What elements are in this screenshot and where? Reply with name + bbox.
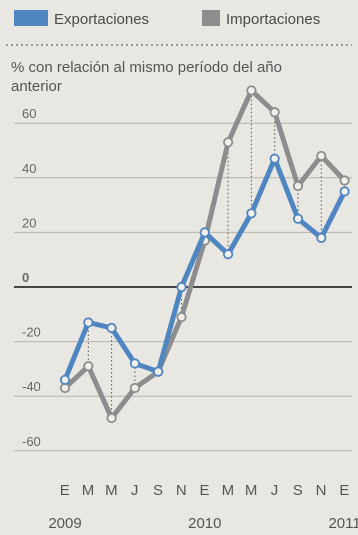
y-tick-label: 20 (22, 215, 36, 230)
x-tick-label: S (153, 482, 164, 499)
x-tick-label: M (245, 482, 258, 499)
point-exportaciones (316, 232, 327, 243)
y-tick-label: 0 (22, 270, 29, 285)
x-tick-label: M (82, 482, 95, 499)
point-importaciones (223, 137, 234, 148)
point-exportaciones (83, 317, 94, 328)
point-exportaciones (339, 186, 350, 197)
point-exportaciones (106, 322, 117, 334)
x-tick-label: N (316, 482, 327, 499)
year-labels: 2009 2010 2011 (48, 515, 358, 532)
point-importaciones (129, 382, 140, 394)
x-tick-label: M (222, 482, 235, 499)
point-importaciones (106, 412, 117, 424)
point-importaciones (59, 382, 71, 394)
x-tick-label: E (60, 482, 71, 499)
legend-swatch-exportaciones (14, 10, 48, 26)
drop-lines (64, 90, 346, 419)
point-importaciones (316, 150, 327, 162)
y-tick-label: -60 (22, 434, 41, 449)
legend-label-importaciones: Importaciones (226, 11, 320, 28)
x-tick-label: J (271, 482, 279, 499)
point-exportaciones (292, 213, 304, 224)
point-importaciones (339, 175, 350, 186)
series-group (59, 85, 350, 424)
point-exportaciones (129, 358, 140, 369)
year-label: 2011 (328, 515, 358, 532)
y-tick-label: 60 (22, 106, 36, 121)
point-importaciones (83, 361, 94, 372)
y-axis-label-line2: anterior (11, 78, 62, 95)
point-exportaciones (246, 208, 257, 219)
x-tick-label: N (176, 482, 187, 499)
year-label: 2009 (48, 515, 81, 532)
point-exportaciones (269, 153, 280, 164)
y-ticks: 60 40 20 0 -20 -40 -60 (22, 106, 41, 449)
y-axis-label: % con relación al mismo período del año … (11, 59, 286, 95)
point-exportaciones (153, 366, 164, 377)
x-tick-label: M (105, 482, 118, 499)
point-importaciones (292, 180, 304, 192)
point-exportaciones (59, 374, 71, 385)
point-importaciones (176, 311, 187, 323)
point-importaciones (246, 85, 257, 96)
series-line-importaciones (62, 87, 348, 421)
grid (14, 122, 352, 452)
year-label: 2010 (188, 515, 221, 532)
point-exportaciones (199, 227, 210, 238)
y-axis-label-line1: % con relación al mismo período del año (11, 59, 282, 76)
legend-swatch-importaciones (202, 10, 220, 26)
y-tick-label: -40 (22, 379, 41, 394)
legend-label-exportaciones: Exportaciones (54, 11, 149, 28)
x-tick-label: S (293, 482, 304, 499)
y-tick-label: 40 (22, 161, 36, 176)
series-line-exportaciones (62, 156, 348, 383)
point-exportaciones (223, 249, 234, 260)
x-tick-label: J (131, 482, 139, 499)
legend: Exportaciones Importaciones (14, 10, 320, 28)
x-tick-label: E (339, 482, 350, 499)
point-exportaciones (176, 281, 187, 293)
x-tick-label: E (200, 482, 211, 499)
y-tick-label: -20 (22, 325, 41, 340)
point-importaciones (269, 107, 280, 118)
